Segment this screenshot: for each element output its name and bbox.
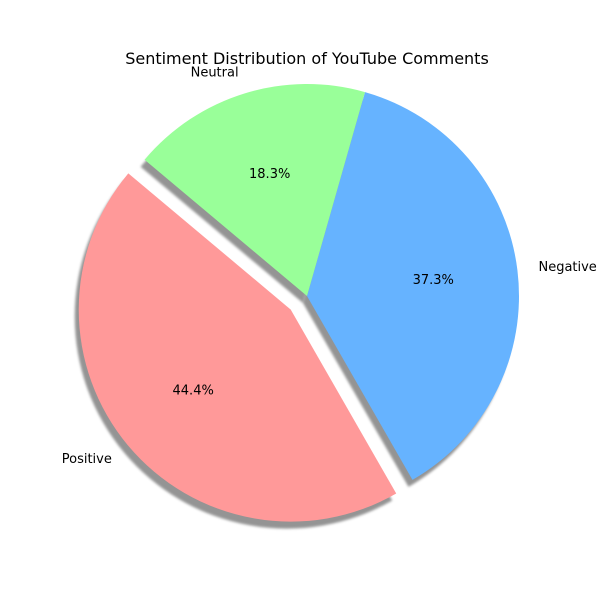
slice-label-neutral: Neutral	[191, 66, 239, 81]
pie-slices	[78, 84, 519, 522]
slice-percent-positive: 44.4%	[173, 384, 214, 399]
slice-label-negative: Negative	[538, 260, 596, 275]
pie-slice-positive	[78, 173, 397, 522]
chart-title: Sentiment Distribution of YouTube Commen…	[125, 49, 489, 68]
pie-slice-neutral	[144, 84, 366, 296]
slice-labels: Positive 44.4% Negative 37.3% Neutral 18.3%	[62, 66, 597, 467]
pie-slice-negative	[307, 92, 519, 480]
slice-percent-negative: 37.3%	[413, 273, 454, 288]
slice-percent-neutral: 18.3%	[249, 167, 290, 182]
slice-label-positive: Positive	[62, 452, 112, 467]
